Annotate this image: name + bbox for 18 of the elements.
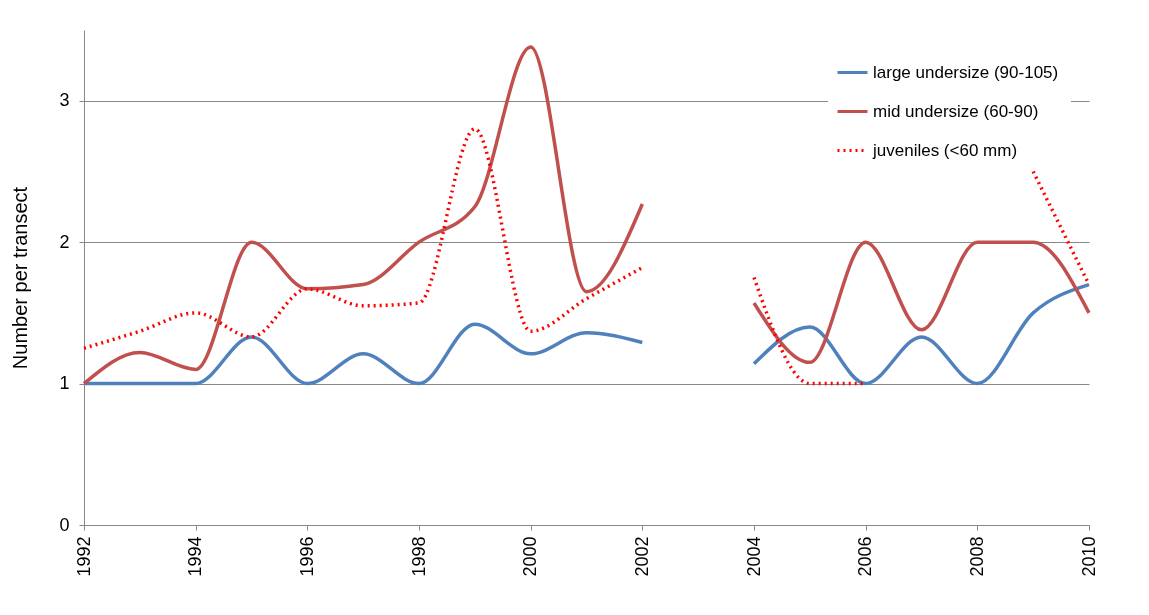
- x-tick-label: 2008: [966, 536, 987, 577]
- legend-label: large undersize (90-105): [873, 62, 1059, 82]
- y-axis-title: Number per transect: [9, 186, 32, 370]
- y-tick-label: 0: [59, 514, 70, 535]
- x-tick-label: 2006: [855, 536, 876, 577]
- x-tick-label: 1996: [296, 536, 317, 577]
- x-tick-label: 1998: [408, 536, 429, 577]
- x-tick-label: 2010: [1078, 536, 1099, 577]
- legend-label: juveniles (<60 mm): [872, 140, 1018, 160]
- x-tick-label: 1992: [73, 536, 94, 577]
- x-tick-label: 2002: [631, 536, 652, 577]
- y-tick-label: 1: [59, 373, 70, 394]
- x-tick-label: 2000: [520, 536, 541, 577]
- y-tick-label: 2: [59, 231, 70, 252]
- y-tick-label: 3: [59, 90, 70, 111]
- legend-label: mid undersize (60-90): [873, 101, 1039, 121]
- x-tick-label: 1994: [185, 536, 206, 577]
- x-tick-label: 2004: [743, 536, 764, 577]
